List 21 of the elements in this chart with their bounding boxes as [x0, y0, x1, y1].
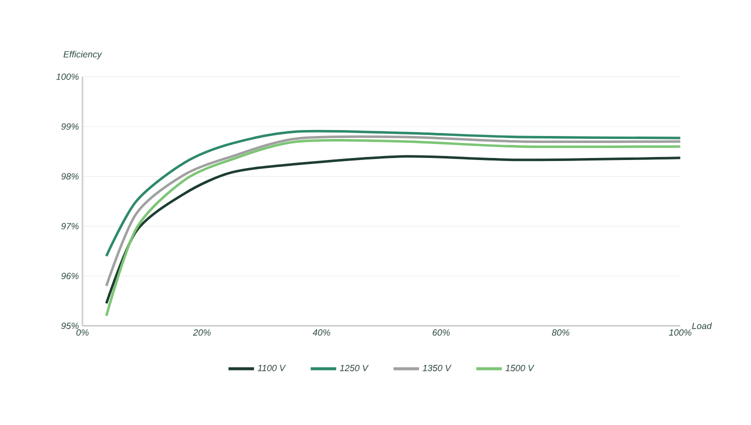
y-tick-label: 95% [61, 322, 79, 329]
legend-label: 1350 V [422, 364, 452, 371]
legend-label: 1250 V [340, 364, 369, 371]
line-series [105, 154, 682, 304]
x-tick-label: 20% [193, 329, 211, 336]
y-tick-label: 99% [61, 123, 79, 130]
x-axis-title: Load [692, 322, 712, 329]
x-tick-label: 0% [76, 329, 89, 336]
y-tick-label: 96% [61, 272, 79, 279]
x-tick-label: 100% [669, 329, 692, 336]
line-series [105, 130, 682, 258]
y-tick-label: 97% [61, 222, 79, 230]
y-axis-title: Efficiency [64, 50, 102, 60]
line-series [105, 135, 682, 287]
x-tick-label: 40% [312, 329, 330, 336]
legend-label: 1500 V [506, 364, 534, 371]
legend-label: 1100 V [258, 364, 286, 371]
x-tick-label: 60% [432, 329, 450, 336]
y-tick-label: 98% [61, 172, 79, 180]
y-tick-label: 100% [56, 73, 79, 80]
x-tick-label: 80% [552, 329, 570, 336]
